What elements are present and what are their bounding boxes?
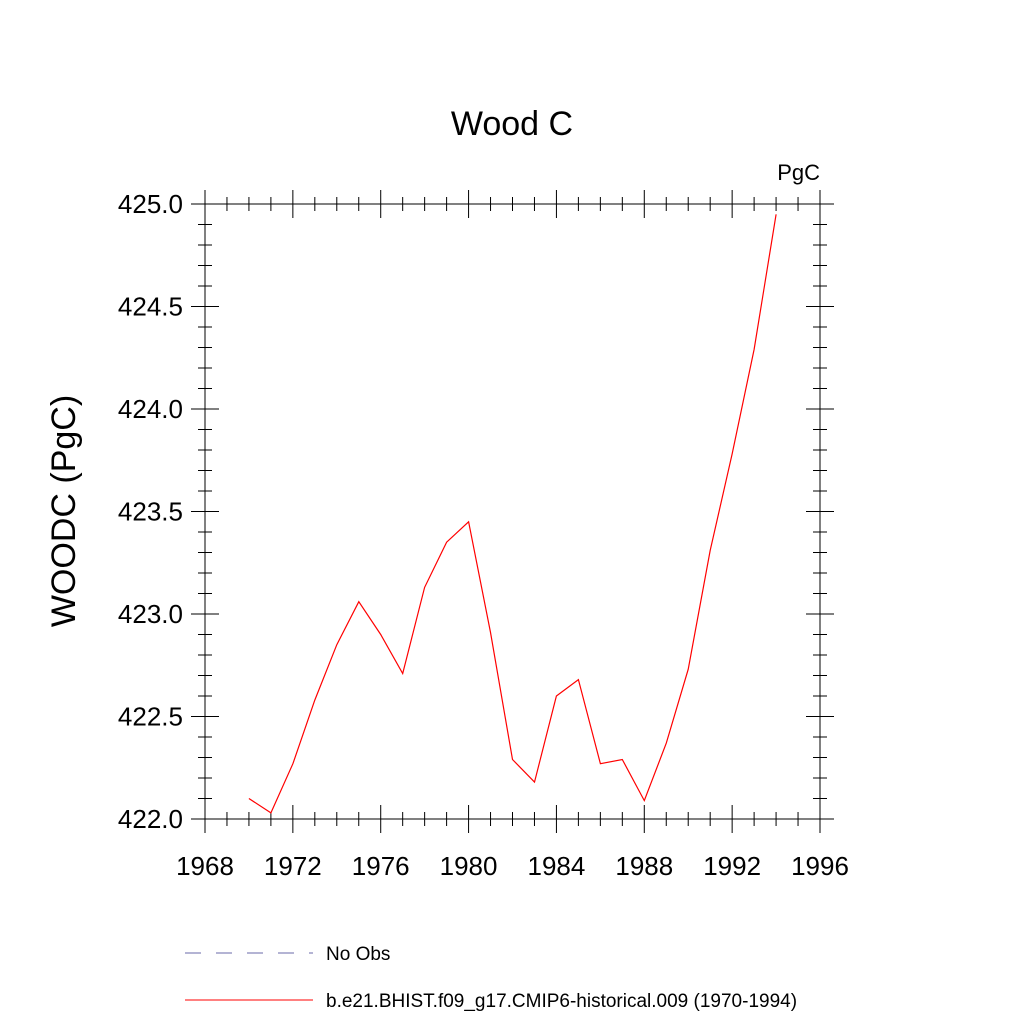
y-tick-label: 423.5: [118, 497, 183, 527]
legend: No Obs b.e21.BHIST.f09_g17.CMIP6-historic…: [185, 944, 797, 1012]
y-tick-label: 422.5: [118, 702, 183, 732]
legend-label: No Obs: [326, 944, 390, 965]
x-tick-label: 1992: [703, 851, 761, 881]
y-tick-label: 424.0: [118, 394, 183, 424]
x-tick-label: 1976: [352, 851, 410, 881]
units-label: PgC: [777, 160, 820, 185]
y-tick-label: 424.5: [118, 292, 183, 322]
y-axis-label: WOODC (PgC): [45, 395, 83, 627]
x-tick-label: 1984: [528, 851, 586, 881]
x-tick-label: 1980: [440, 851, 498, 881]
series-line: [248, 214, 777, 814]
y-tick-label: 423.0: [118, 599, 183, 629]
plot-area: 1968 1972 1976 1980 1984 1988 1992 1996 422.0 422…: [118, 189, 849, 881]
x-tick-label: 1968: [176, 851, 234, 881]
y-tick-label: 422.0: [118, 804, 183, 834]
x-tick-label: 1996: [791, 851, 849, 881]
x-tick-label: 1988: [615, 851, 673, 881]
x-tick-label: 1972: [264, 851, 322, 881]
chart-title: Wood C: [451, 105, 573, 143]
plot-frame: [204, 203, 821, 820]
legend-label: b.e21.BHIST.f09_g17.CMIP6-historical.009…: [326, 991, 797, 1012]
y-tick-label: 425.0: [118, 189, 183, 219]
